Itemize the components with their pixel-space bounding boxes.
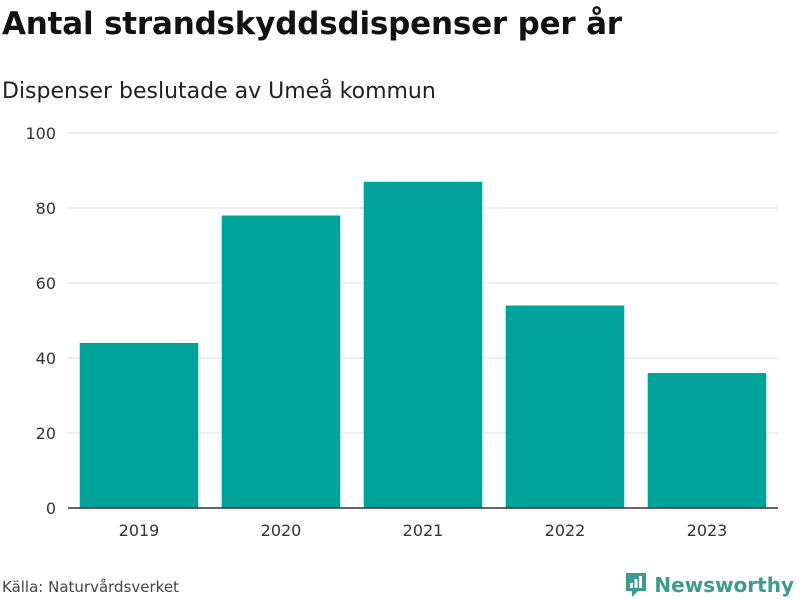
y-axis-ticks: 0 20 40 60 80 100 <box>25 124 56 518</box>
bar-2020 <box>221 215 341 508</box>
bar-2023 <box>647 373 767 508</box>
bar-2021 <box>363 181 483 508</box>
x-tick-label: 2023 <box>687 521 728 540</box>
y-tick-label: 0 <box>46 499 56 518</box>
y-tick-label: 20 <box>36 424 56 443</box>
y-tick-label: 80 <box>36 199 56 218</box>
brand-name: Newsworthy <box>654 573 794 597</box>
brand-logo: Newsworthy <box>624 570 794 600</box>
bars <box>79 181 767 508</box>
y-tick-label: 60 <box>36 274 56 293</box>
chart-title: Antal strandskyddsdispenser per år <box>2 6 622 42</box>
x-axis-ticks: 2019 2020 2021 2022 2023 <box>119 521 728 540</box>
bar-2022 <box>505 305 625 508</box>
x-tick-label: 2020 <box>261 521 302 540</box>
y-tick-label: 100 <box>25 124 56 143</box>
bar-2019 <box>79 343 199 508</box>
y-tick-label: 40 <box>36 349 56 368</box>
chart-subtitle: Dispenser beslutade av Umeå kommun <box>2 79 436 104</box>
source-note: Källa: Naturvårdsverket <box>2 578 179 596</box>
x-tick-label: 2021 <box>403 521 444 540</box>
x-tick-label: 2022 <box>545 521 586 540</box>
x-tick-label: 2019 <box>119 521 160 540</box>
newsworthy-logo-icon <box>626 573 647 597</box>
